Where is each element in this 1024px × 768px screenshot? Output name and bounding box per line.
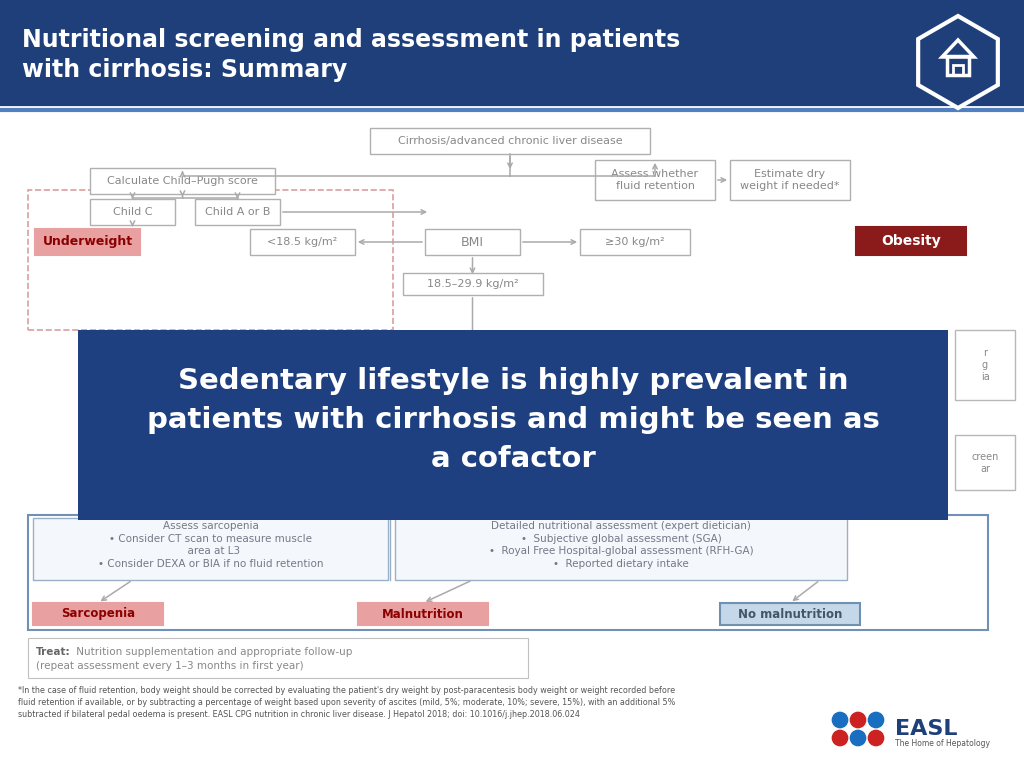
Text: <18.5 kg/m²: <18.5 kg/m²	[267, 237, 338, 247]
FancyBboxPatch shape	[955, 330, 1015, 400]
FancyBboxPatch shape	[33, 603, 163, 625]
Text: *In the case of fluid retention, body weight should be corrected by evaluating t: *In the case of fluid retention, body we…	[18, 686, 676, 719]
FancyBboxPatch shape	[90, 199, 175, 225]
FancyBboxPatch shape	[595, 160, 715, 200]
Text: Obesity: Obesity	[881, 234, 941, 248]
Text: Assess sarcopenia
• Consider CT scan to measure muscle
  area at L3
• Consider D: Assess sarcopenia • Consider CT scan to …	[97, 521, 324, 569]
FancyBboxPatch shape	[358, 603, 488, 625]
FancyBboxPatch shape	[35, 229, 140, 255]
Circle shape	[833, 730, 848, 746]
Text: Underweight: Underweight	[42, 236, 132, 249]
Polygon shape	[919, 16, 997, 108]
Text: BMI: BMI	[461, 236, 484, 249]
FancyBboxPatch shape	[90, 168, 275, 194]
Circle shape	[850, 713, 865, 727]
Text: The Home of Hepatology: The Home of Hepatology	[895, 739, 990, 747]
Circle shape	[868, 713, 884, 727]
FancyBboxPatch shape	[955, 435, 1015, 490]
Text: Sarcopenia: Sarcopenia	[61, 607, 135, 621]
FancyBboxPatch shape	[395, 518, 847, 580]
Text: Detailed nutritional assessment (expert dietician)
•  Subjective global assessme: Detailed nutritional assessment (expert …	[488, 521, 754, 569]
FancyBboxPatch shape	[78, 330, 948, 520]
Text: Sedentary lifestyle is highly prevalent in
patients with cirrhosis and might be : Sedentary lifestyle is highly prevalent …	[146, 367, 880, 473]
FancyBboxPatch shape	[720, 603, 860, 625]
Text: r
g
ia: r g ia	[981, 348, 989, 382]
FancyBboxPatch shape	[0, 0, 1024, 110]
Circle shape	[850, 730, 865, 746]
Text: Nutritional screening and assessment in patients
with cirrhosis: Summary: Nutritional screening and assessment in …	[22, 28, 680, 82]
FancyBboxPatch shape	[250, 229, 355, 255]
FancyBboxPatch shape	[195, 199, 280, 225]
Text: ≥30 kg/m²: ≥30 kg/m²	[605, 237, 665, 247]
FancyBboxPatch shape	[370, 128, 650, 154]
Circle shape	[833, 713, 848, 727]
FancyBboxPatch shape	[856, 227, 966, 255]
Text: Estimate dry
weight if needed*: Estimate dry weight if needed*	[740, 169, 840, 191]
Text: Malnutrition: Malnutrition	[382, 607, 464, 621]
Text: Assess whether
fluid retention: Assess whether fluid retention	[611, 169, 698, 191]
Text: EASL: EASL	[895, 719, 957, 739]
Text: Treat:: Treat:	[36, 647, 71, 657]
Polygon shape	[919, 16, 997, 108]
FancyBboxPatch shape	[730, 160, 850, 200]
Text: creen
ar: creen ar	[972, 452, 998, 474]
Text: No malnutrition: No malnutrition	[738, 607, 842, 621]
FancyBboxPatch shape	[28, 638, 528, 678]
FancyBboxPatch shape	[580, 229, 690, 255]
Text: Child C: Child C	[113, 207, 153, 217]
Text: Calculate Child–Pugh score: Calculate Child–Pugh score	[108, 176, 258, 186]
FancyBboxPatch shape	[33, 518, 388, 580]
Text: Cirrhosis/advanced chronic liver disease: Cirrhosis/advanced chronic liver disease	[397, 136, 623, 146]
FancyBboxPatch shape	[403, 273, 543, 295]
Text: Nutrition supplementation and appropriate follow-up: Nutrition supplementation and appropriat…	[73, 647, 352, 657]
Circle shape	[868, 730, 884, 746]
Text: Child A or B: Child A or B	[205, 207, 270, 217]
Text: (repeat assessment every 1–3 months in first year): (repeat assessment every 1–3 months in f…	[36, 661, 304, 671]
FancyBboxPatch shape	[425, 229, 520, 255]
Text: 18.5–29.9 kg/m²: 18.5–29.9 kg/m²	[427, 279, 519, 289]
